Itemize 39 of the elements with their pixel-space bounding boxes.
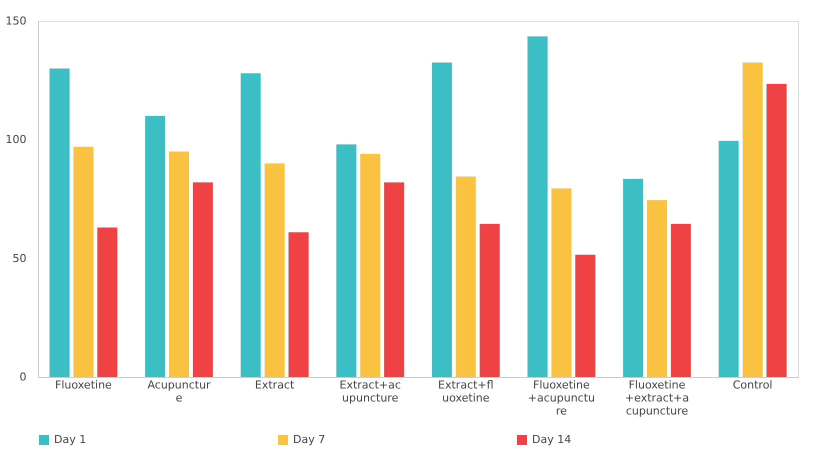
y-tick-label: 150 bbox=[6, 14, 26, 28]
bar bbox=[527, 36, 548, 377]
y-tick-label: 50 bbox=[12, 252, 26, 265]
bar bbox=[718, 140, 739, 377]
x-tick-label: Extract+fluoxetine bbox=[438, 378, 494, 404]
legend-label: Day 14 bbox=[532, 433, 572, 446]
x-tick-label: Fluoxetine+extract+acupuncture bbox=[624, 378, 690, 418]
x-tick-label: Fluoxetine bbox=[55, 378, 112, 392]
bar bbox=[432, 62, 452, 377]
x-tick-label: Fluoxetine+acupuncture bbox=[528, 378, 596, 418]
y-tick-label: 100 bbox=[6, 133, 26, 146]
bar bbox=[646, 200, 667, 377]
bar bbox=[623, 178, 644, 377]
bar bbox=[742, 62, 763, 377]
x-tick-label: Extract bbox=[254, 378, 295, 392]
bar bbox=[192, 182, 213, 377]
x-tick-label: Extract+acupuncture bbox=[340, 378, 401, 404]
legend-label: Day 1 bbox=[54, 433, 86, 446]
bar bbox=[145, 116, 166, 377]
bar bbox=[360, 154, 380, 377]
bar bbox=[480, 224, 500, 377]
bar bbox=[288, 232, 309, 377]
bar bbox=[169, 152, 190, 377]
bar bbox=[575, 254, 596, 377]
bar bbox=[50, 68, 70, 377]
bar bbox=[384, 182, 404, 377]
x-tick-label: Control bbox=[732, 378, 772, 392]
bar bbox=[336, 144, 356, 377]
y-tick-label: 0 bbox=[20, 370, 26, 384]
bar bbox=[264, 163, 285, 377]
bar bbox=[73, 146, 94, 377]
bar bbox=[551, 188, 572, 377]
bar bbox=[456, 176, 476, 377]
bar bbox=[670, 224, 691, 377]
legend-label: Day 7 bbox=[293, 433, 326, 446]
x-tick-label: Acupuncture bbox=[147, 378, 212, 404]
bar bbox=[240, 73, 261, 377]
bar bbox=[97, 227, 118, 377]
bar bbox=[766, 84, 786, 377]
